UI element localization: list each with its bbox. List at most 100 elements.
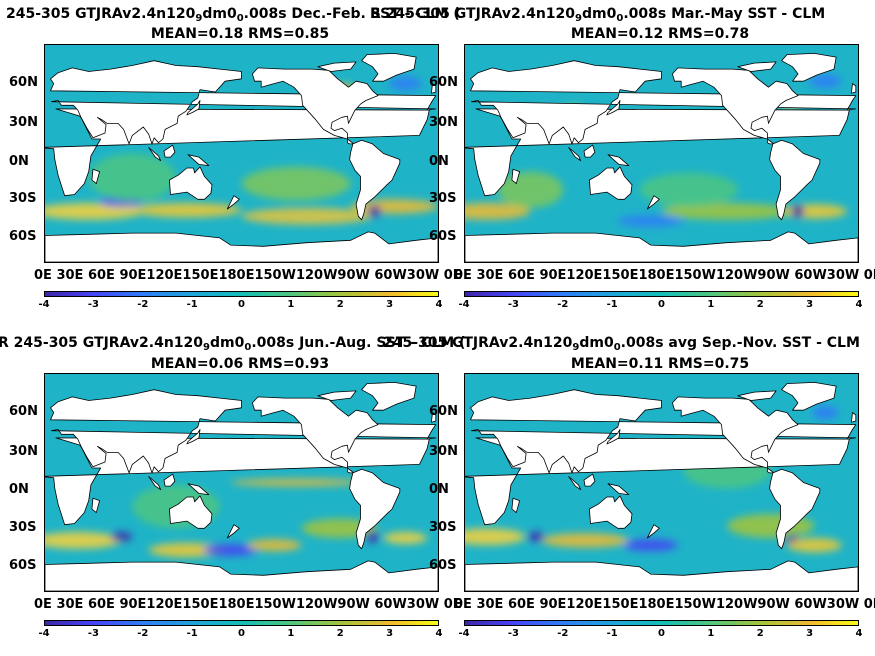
- colorbar-tick-label: -1: [186, 299, 198, 310]
- y-tick-label: 30N: [429, 115, 458, 130]
- colorbar-tick-label: -2: [137, 299, 149, 310]
- landmass-ng: [187, 154, 210, 166]
- landmass-antarctica: [465, 231, 858, 262]
- landmass-uk: [850, 83, 857, 94]
- colorbar-tick-label: 2: [756, 628, 764, 639]
- landmass-greenland: [361, 381, 417, 411]
- colorbar-tick-label: -4: [458, 299, 470, 310]
- anomaly-patch: [132, 202, 242, 218]
- anomaly-patch: [148, 542, 226, 558]
- y-tick-label: 60S: [429, 558, 457, 573]
- landmass-nam: [251, 67, 379, 145]
- landmass-sam: [769, 468, 821, 550]
- panel-2-stats: MEAN=0.12 RMS=0.78: [570, 26, 750, 42]
- anomaly-patch: [541, 533, 629, 548]
- y-tick-label: 0N: [429, 482, 449, 497]
- anomaly-patch: [465, 202, 531, 220]
- panel-2-colorbar: [464, 291, 859, 297]
- landmass-indonesia1: [148, 476, 162, 491]
- colorbar-tick-label: -1: [186, 628, 198, 639]
- landmass-antarctica: [45, 560, 438, 591]
- anomaly-patch: [241, 207, 373, 225]
- landmass-nz: [646, 524, 660, 539]
- anomaly-patch: [388, 76, 422, 91]
- y-tick-label: 60N: [429, 75, 458, 90]
- landmass-aus: [169, 495, 213, 529]
- landmass-nz: [226, 524, 240, 539]
- colorbar-tick-label: -4: [458, 628, 470, 639]
- landmass-eurasia: [470, 60, 857, 145]
- landmass-antarctica: [465, 560, 858, 591]
- panel-4-title: 245-305 GTJRAv2.4n1209dm00.008s avg Sep.…: [383, 335, 860, 353]
- y-tick-label: 0N: [9, 154, 29, 169]
- colorbar-tick-label: 1: [707, 299, 715, 310]
- panel-1-x-ticks: 0E 30E 60E 90E120E150E180E150W120W90W 60…: [34, 268, 462, 283]
- y-tick-label: 60N: [9, 75, 38, 90]
- sst-anomaly-map: [45, 374, 438, 591]
- anomaly-patch: [787, 537, 842, 553]
- anomaly-patch: [383, 531, 428, 544]
- colorbar-tick-label: 1: [287, 299, 295, 310]
- landmass-canada_isl: [317, 61, 357, 72]
- anomaly-patch: [241, 166, 351, 201]
- y-tick-label: 30S: [429, 191, 457, 206]
- y-tick-label: 60N: [9, 404, 38, 419]
- anomaly-patch: [203, 543, 258, 557]
- anomaly-patch: [230, 478, 362, 487]
- landmass-nz: [226, 195, 240, 210]
- anomaly-patch: [88, 153, 176, 202]
- sst-anomaly-map: [465, 374, 858, 591]
- anomaly-patch: [497, 171, 564, 208]
- landmass-uk: [430, 83, 437, 94]
- panel-1-stats: MEAN=0.18 RMS=0.85: [150, 26, 330, 42]
- y-tick-label: 30N: [429, 444, 458, 459]
- landmass-sam: [349, 139, 401, 221]
- panel-1-colorbar: [44, 291, 439, 297]
- landmass-aus: [169, 166, 213, 200]
- anomaly-patch: [368, 205, 382, 218]
- colorbar-tick-label: 4: [435, 628, 443, 639]
- panel-4-colorbar: [464, 620, 859, 626]
- landmass-japan: [606, 100, 621, 116]
- landmass-madagascar: [91, 497, 100, 514]
- anomaly-patch: [365, 530, 380, 543]
- colorbar-tick-label: -1: [606, 628, 618, 639]
- colorbar-tick-label: 4: [855, 628, 863, 639]
- panel-3-stats: MEAN=0.06 RMS=0.93: [150, 356, 330, 372]
- anomaly-patch: [527, 531, 545, 542]
- y-tick-label: 30N: [9, 115, 38, 130]
- panel-2-title: R 245-305 GTJRAv2.4n1209dm00.008s Mar.-M…: [370, 6, 826, 24]
- landmass-sam: [769, 139, 821, 221]
- landmass-aus: [589, 166, 633, 200]
- colorbar-tick-label: -3: [87, 628, 99, 639]
- landmass-eurasia: [50, 60, 437, 145]
- colorbar-tick-label: -4: [38, 628, 50, 639]
- anomaly-patch: [623, 539, 678, 552]
- landmass-sam: [349, 468, 401, 550]
- colorbar-tick-label: 0: [658, 628, 665, 639]
- panel-1-map: [44, 44, 439, 263]
- landmass-madagascar: [511, 497, 520, 514]
- colorbar-tick-label: -2: [137, 628, 149, 639]
- colorbar-tick-label: -1: [606, 299, 618, 310]
- colorbar-tick-label: 4: [855, 299, 863, 310]
- colorbar-tick-label: 2: [336, 628, 344, 639]
- landmass-greenland: [781, 52, 837, 82]
- panel-3-map: [44, 373, 439, 592]
- anomaly-patch: [791, 205, 805, 218]
- landmass-nam: [671, 67, 799, 145]
- panel-4-map: [464, 373, 859, 592]
- landmass-canada_isl: [317, 390, 357, 401]
- landmass-ng: [607, 483, 630, 495]
- y-tick-label: 30S: [429, 520, 457, 535]
- y-tick-label: 0N: [429, 154, 449, 169]
- colorbar-tick-label: -2: [557, 628, 569, 639]
- panel-3-title: R 245-305 GTJRAv2.4n1209dm00.008s Jun.-A…: [0, 335, 466, 353]
- y-tick-label: 60S: [429, 229, 457, 244]
- landmass-nam: [251, 396, 379, 474]
- landmass-indonesia1: [148, 147, 162, 162]
- anomaly-patch: [465, 528, 526, 546]
- colorbar-tick-label: 3: [386, 628, 394, 639]
- landmass-indonesia1: [568, 476, 582, 491]
- colorbar-tick-label: 3: [806, 299, 814, 310]
